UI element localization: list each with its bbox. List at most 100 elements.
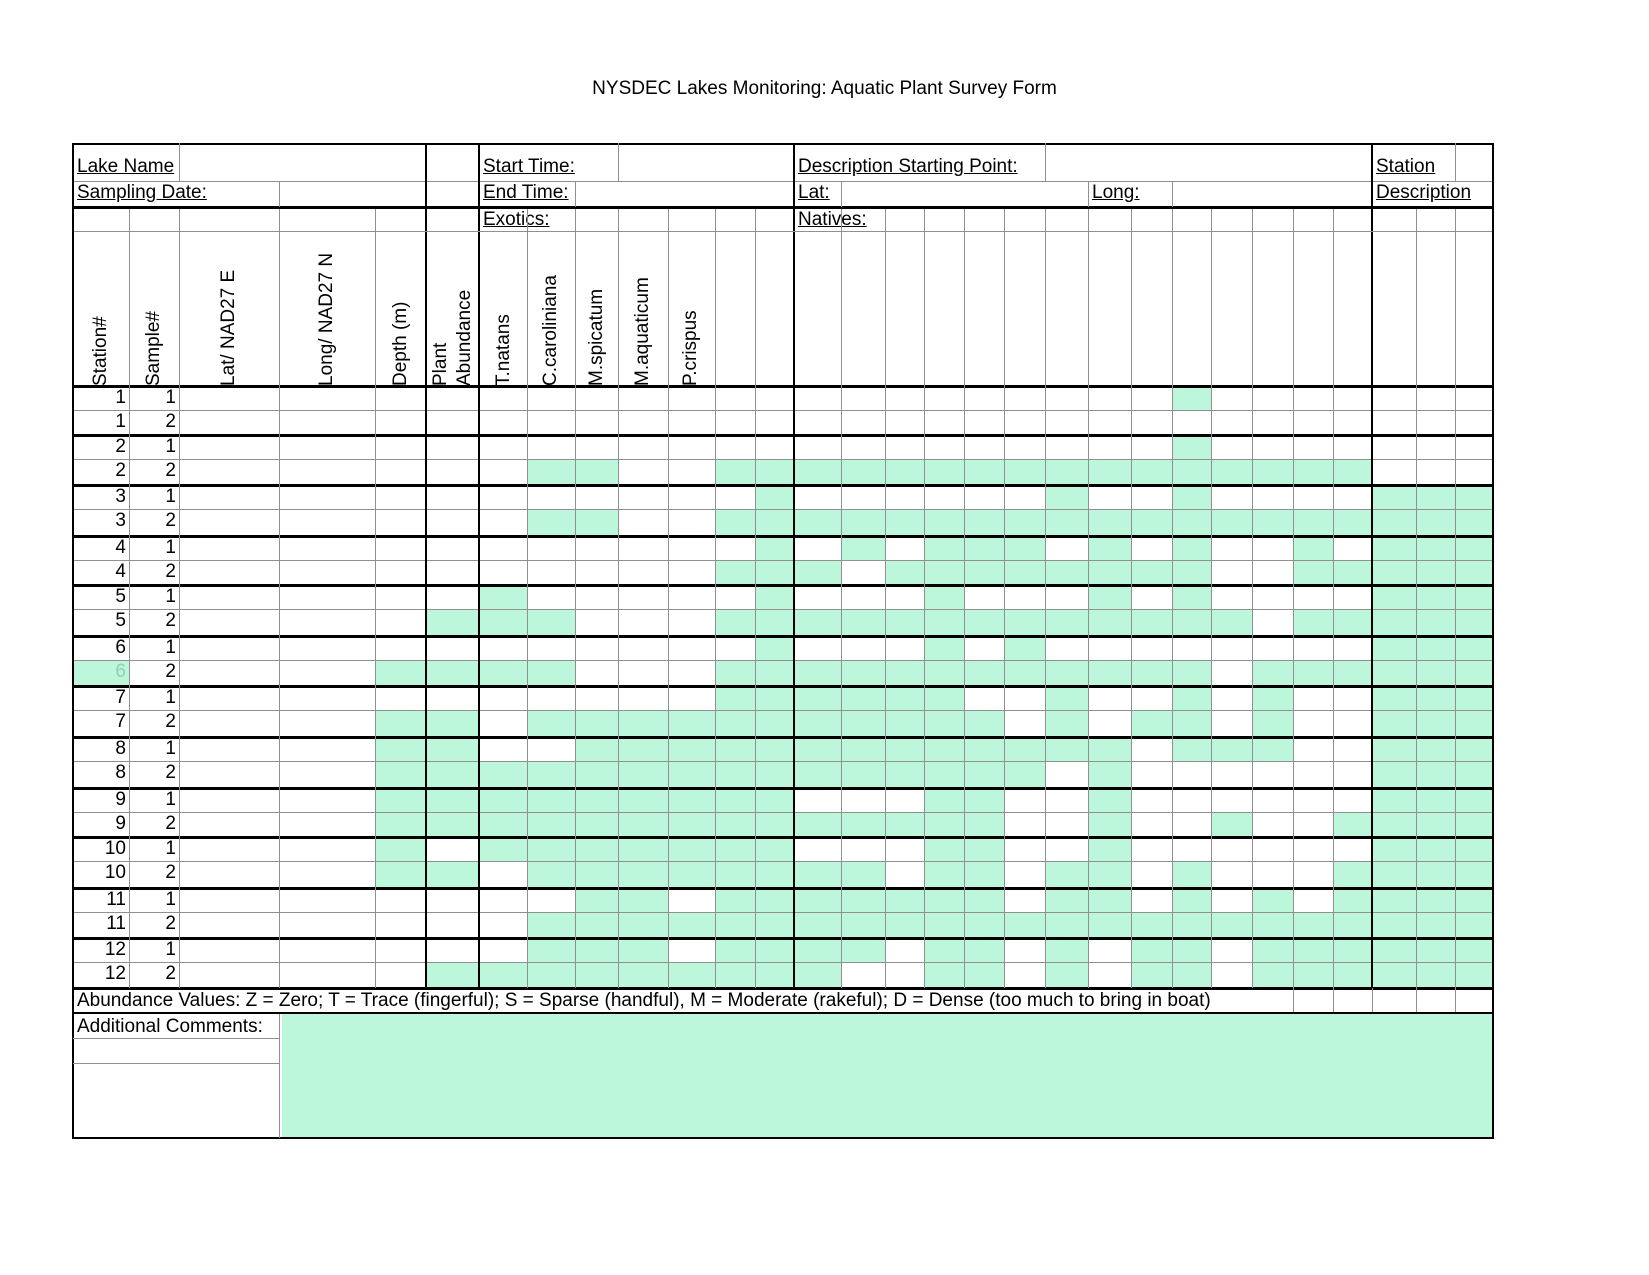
station-number-cell[interactable]: 8 <box>115 762 126 783</box>
shaded-cell[interactable] <box>1088 788 1131 812</box>
shaded-cell[interactable] <box>1252 686 1293 710</box>
shaded-cell[interactable] <box>1088 536 1131 560</box>
station-number-cell[interactable]: 12 <box>104 963 126 984</box>
shaded-cell[interactable] <box>1004 636 1045 660</box>
shaded-cell[interactable] <box>924 536 1045 560</box>
shaded-cell[interactable] <box>1252 888 1293 912</box>
shaded-cell[interactable] <box>527 710 1004 737</box>
shaded-cell[interactable] <box>755 485 794 509</box>
sample-number-cell[interactable]: 2 <box>165 813 176 834</box>
additional-comments-area[interactable] <box>282 1014 1493 1138</box>
sample-number-cell[interactable]: 2 <box>165 510 176 531</box>
sample-number-cell[interactable]: 2 <box>165 862 176 883</box>
shaded-cell[interactable] <box>885 560 1088 585</box>
station-number-cell[interactable]: 7 <box>115 711 126 732</box>
sample-number-cell[interactable]: 1 <box>165 838 176 859</box>
shaded-cell[interactable] <box>375 660 575 686</box>
station-number-cell[interactable]: 6 <box>115 637 126 658</box>
shaded-cell[interactable] <box>1045 938 1088 962</box>
shaded-cell[interactable] <box>527 509 618 536</box>
shaded-cell[interactable] <box>1252 938 1372 962</box>
station-number-cell[interactable]: 10 <box>104 862 126 883</box>
station-number-cell[interactable]: 2 <box>115 436 126 457</box>
shaded-cell[interactable] <box>1045 485 1088 509</box>
station-number-cell[interactable]: 3 <box>115 510 126 531</box>
station-number-cell[interactable]: 1 <box>115 411 126 432</box>
station-number-cell[interactable]: 10 <box>104 838 126 859</box>
sample-number-cell[interactable]: 2 <box>165 963 176 984</box>
shaded-cell[interactable] <box>1088 837 1131 861</box>
sample-number-cell[interactable]: 1 <box>165 738 176 759</box>
station-number-cell[interactable]: 3 <box>115 486 126 507</box>
shaded-cell[interactable] <box>1045 962 1088 988</box>
shaded-cell[interactable] <box>1293 609 1372 636</box>
shaded-cell[interactable] <box>1293 536 1333 560</box>
shaded-cell[interactable] <box>715 686 964 710</box>
shaded-cell[interactable] <box>1088 761 1131 788</box>
sample-number-cell[interactable]: 1 <box>165 789 176 810</box>
shaded-cell[interactable] <box>1172 435 1211 485</box>
station-number-cell[interactable]: 4 <box>115 561 126 582</box>
shaded-cell[interactable] <box>715 609 1252 636</box>
shaded-cell[interactable] <box>755 536 794 560</box>
shaded-cell[interactable] <box>479 837 794 861</box>
station-number-cell[interactable]: 9 <box>115 813 126 834</box>
station-number-cell[interactable]: 5 <box>115 586 126 607</box>
sample-number-cell[interactable]: 1 <box>165 586 176 607</box>
station-number-cell[interactable]: 11 <box>106 889 126 910</box>
shaded-cell[interactable] <box>1211 812 1252 837</box>
sample-number-cell[interactable]: 2 <box>165 711 176 732</box>
shaded-cell[interactable] <box>479 585 527 609</box>
sample-number-cell[interactable]: 1 <box>165 939 176 960</box>
shaded-cell[interactable] <box>841 536 885 560</box>
station-number-cell[interactable]: 4 <box>115 537 126 558</box>
station-number-cell[interactable]: 2 <box>115 460 126 481</box>
shaded-cell[interactable] <box>73 660 129 686</box>
sample-number-cell[interactable]: 1 <box>165 387 176 408</box>
shaded-cell[interactable] <box>1045 686 1088 710</box>
sample-number-cell[interactable]: 2 <box>165 913 176 934</box>
station-number-cell[interactable]: 11 <box>106 913 126 934</box>
shaded-cell[interactable] <box>375 812 1004 837</box>
sample-number-cell[interactable]: 2 <box>165 762 176 783</box>
shaded-cell[interactable] <box>375 761 1045 788</box>
shaded-cell[interactable] <box>1333 888 1372 912</box>
shaded-cell[interactable] <box>1252 710 1293 737</box>
shaded-cell[interactable] <box>1172 888 1211 912</box>
station-number-cell[interactable]: 7 <box>115 687 126 708</box>
shaded-cell[interactable] <box>755 585 794 609</box>
shaded-cell[interactable] <box>1333 812 1372 837</box>
station-number-cell[interactable]: 5 <box>115 610 126 631</box>
shaded-cell[interactable] <box>924 636 964 660</box>
shaded-cell[interactable] <box>375 710 479 737</box>
shaded-cell[interactable] <box>1252 962 1372 988</box>
shaded-cell[interactable] <box>426 962 841 988</box>
shaded-cell[interactable] <box>1172 861 1211 888</box>
shaded-cell[interactable] <box>715 938 885 962</box>
shaded-cell[interactable] <box>1131 710 1211 737</box>
shaded-cell[interactable] <box>1131 962 1211 988</box>
shaded-cell[interactable] <box>1293 560 1372 585</box>
shaded-cell[interactable] <box>1333 861 1372 888</box>
shaded-cell[interactable] <box>527 459 618 485</box>
station-number-cell[interactable]: 1 <box>115 387 126 408</box>
shaded-cell[interactable] <box>1088 560 1172 585</box>
sample-number-cell[interactable]: 1 <box>165 687 176 708</box>
station-number-cell[interactable]: 6 <box>115 661 126 682</box>
sample-number-cell[interactable]: 1 <box>165 436 176 457</box>
shaded-cell[interactable] <box>1088 585 1131 609</box>
shaded-cell[interactable] <box>1088 812 1131 837</box>
shaded-cell[interactable] <box>1172 485 1211 509</box>
sample-number-cell[interactable]: 1 <box>165 637 176 658</box>
shaded-cell[interactable] <box>426 609 575 636</box>
shaded-cell[interactable] <box>375 861 479 888</box>
shaded-cell[interactable] <box>527 938 668 962</box>
shaded-cell[interactable] <box>375 788 794 812</box>
shaded-cell[interactable] <box>1172 585 1211 609</box>
shaded-cell[interactable] <box>755 636 794 660</box>
sample-number-cell[interactable]: 1 <box>165 486 176 507</box>
shaded-cell[interactable] <box>1045 710 1088 737</box>
shaded-cell[interactable] <box>1088 737 1131 761</box>
sample-number-cell[interactable]: 2 <box>165 610 176 631</box>
shaded-cell[interactable] <box>1131 938 1211 962</box>
